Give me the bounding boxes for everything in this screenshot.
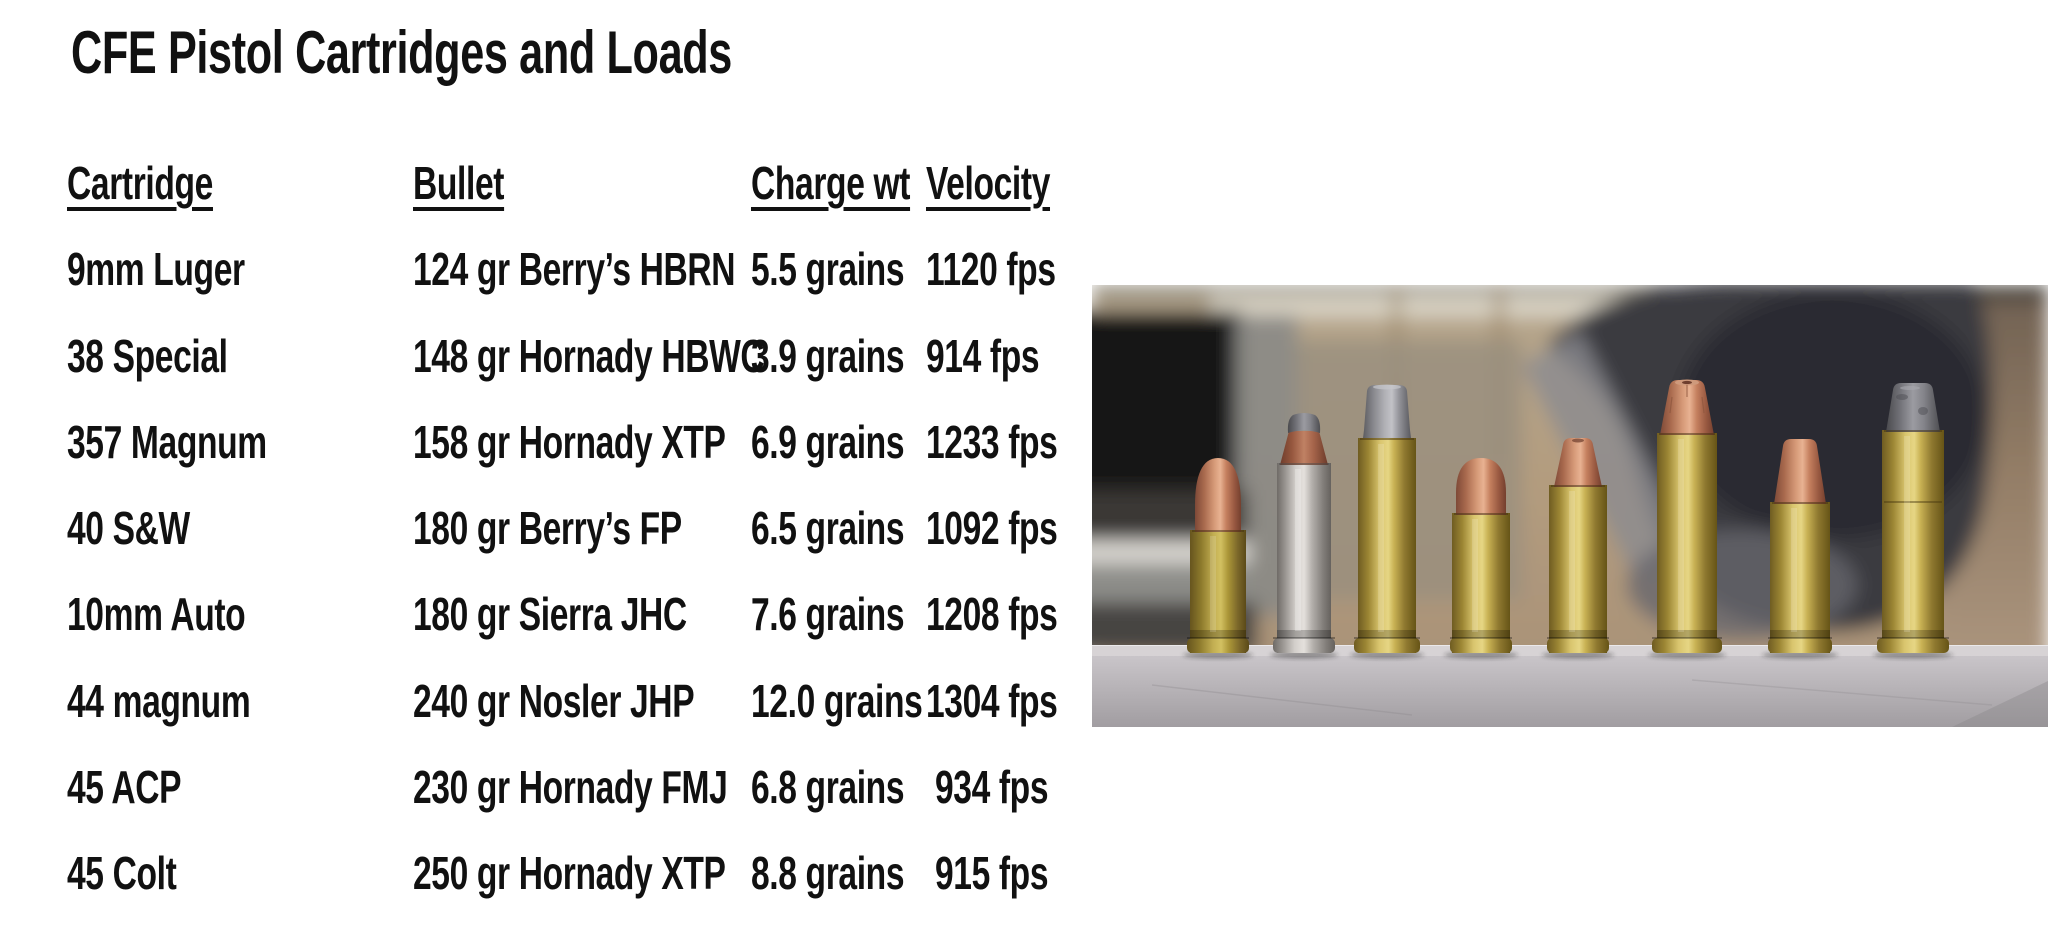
cartridge-45-colt <box>1877 383 1949 653</box>
cell-charge: 5.5 grains <box>751 243 905 296</box>
cell-cartridge: 357 Magnum <box>67 415 267 468</box>
cell-cartridge: 44 magnum <box>67 674 251 727</box>
cell-velocity: 934 fps <box>926 761 1049 814</box>
cell-bullet: 250 gr Hornady XTP <box>413 847 726 900</box>
column-header-bullet: Bullet <box>413 157 505 209</box>
cartridge-38-special <box>1273 413 1335 653</box>
cartridge-shadows <box>1183 651 1953 659</box>
cartridge-40-sw <box>1450 458 1512 653</box>
loads-table: Cartridge Bullet Charge wt Velocity 9mm … <box>67 156 1136 933</box>
cell-charge: 6.5 grains <box>751 502 905 555</box>
column-header-charge-wt: Charge wt <box>751 157 911 209</box>
cell-charge: 8.8 grains <box>751 847 905 900</box>
cell-bullet: 180 gr Sierra JHC <box>413 588 687 641</box>
cell-charge: 12.0 grains <box>751 674 923 727</box>
cell-bullet: 158 gr Hornady XTP <box>413 415 726 468</box>
column-header-velocity: Velocity <box>926 157 1051 209</box>
cell-velocity: 1208 fps <box>926 588 1058 641</box>
cartridge-44-magnum <box>1652 379 1722 653</box>
cell-velocity: 1092 fps <box>926 502 1058 555</box>
cell-cartridge: 40 S&W <box>67 502 190 555</box>
cell-velocity: 1120 fps <box>926 243 1056 296</box>
cell-velocity: 915 fps <box>926 847 1049 900</box>
cell-charge: 7.6 grains <box>751 588 905 641</box>
cell-bullet: 180 gr Berry’s FP <box>413 502 682 555</box>
cartridge-lineup-photo-svg <box>1092 285 2048 727</box>
cartridge-10mm-auto <box>1547 438 1609 653</box>
cell-bullet: 230 gr Hornady FMJ <box>413 761 728 814</box>
cell-cartridge: 45 Colt <box>67 847 177 900</box>
cell-cartridge: 10mm Auto <box>67 588 246 641</box>
column-header-cartridge: Cartridge <box>67 157 213 209</box>
cell-velocity: 914 fps <box>926 329 1040 382</box>
cell-charge: 3.9 grains <box>751 329 905 382</box>
cell-velocity: 1304 fps <box>926 674 1058 727</box>
cell-cartridge: 38 Special <box>67 329 228 382</box>
page-title-text: CFE Pistol Cartridges and Loads <box>71 19 732 86</box>
cartridge-45-acp <box>1768 439 1832 653</box>
cell-velocity: 1233 fps <box>926 415 1058 468</box>
cartridge-357-magnum <box>1354 384 1420 653</box>
cell-charge: 6.9 grains <box>751 415 905 468</box>
cartridge-lineup-photo <box>1092 285 2048 727</box>
cell-cartridge: 9mm Luger <box>67 243 245 296</box>
cell-bullet: 148 gr Hornady HBWC <box>413 329 765 382</box>
cell-bullet: 240 gr Nosler JHP <box>413 674 695 727</box>
cell-charge: 6.8 grains <box>751 761 905 814</box>
cartridge-9mm-luger <box>1187 458 1249 653</box>
cell-cartridge: 45 ACP <box>67 761 182 814</box>
page-title: CFE Pistol Cartridges and Loads <box>71 23 989 83</box>
cell-bullet: 124 gr Berry’s HBRN <box>413 243 736 296</box>
